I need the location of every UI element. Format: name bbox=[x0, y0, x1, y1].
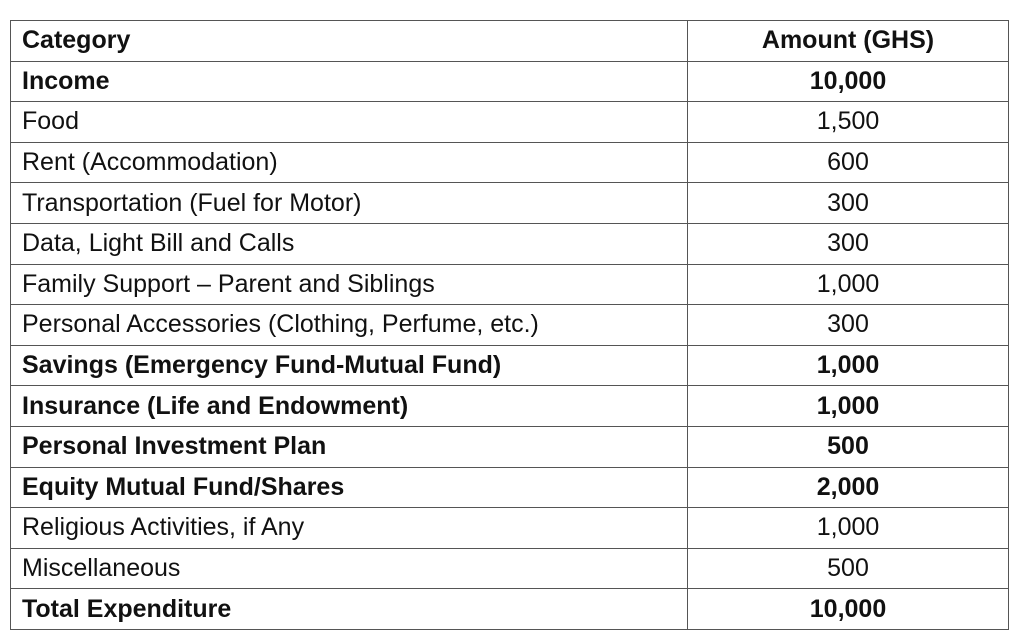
row: Data, Light Bill and Calls 300 bbox=[10, 222, 1009, 265]
category-cell: Transportation (Fuel for Motor) bbox=[10, 182, 688, 224]
category-cell: Personal Investment Plan bbox=[10, 425, 688, 468]
category-cell: Religious Activities, if Any bbox=[10, 507, 688, 549]
row: Religious Activities, if Any 1,000 bbox=[10, 507, 1009, 549]
category-cell: Rent (Accommodation) bbox=[10, 141, 688, 184]
amount-cell: 500 bbox=[687, 547, 1009, 590]
amount-cell: 300 bbox=[687, 222, 1009, 265]
category-cell: Savings (Emergency Fund-Mutual Fund) bbox=[10, 344, 688, 387]
row: Transportation (Fuel for Motor) 300 bbox=[10, 182, 1009, 224]
amount-cell: 300 bbox=[687, 182, 1009, 224]
budget-table: Category Amount (GHS) Income 10,000 Food 1… bbox=[10, 20, 1009, 630]
row: Insurance (Life and Endowment) 1,000 bbox=[10, 385, 1009, 427]
category-cell: Insurance (Life and Endowment) bbox=[10, 385, 688, 427]
row: Savings (Emergency Fund-Mutual Fund) 1,00… bbox=[10, 344, 1009, 387]
category-cell: Data, Light Bill and Calls bbox=[10, 222, 688, 265]
row: Personal Accessories (Clothing, Perfume,… bbox=[10, 304, 1009, 346]
amount-cell: 10,000 bbox=[687, 588, 1009, 630]
amount-cell: 2,000 bbox=[687, 466, 1009, 509]
row: Miscellaneous 500 bbox=[10, 547, 1009, 590]
category-cell: Income bbox=[10, 60, 688, 103]
category-cell: Miscellaneous bbox=[10, 547, 688, 590]
amount-cell: 300 bbox=[687, 304, 1009, 346]
row: Family Support – Parent and Siblings 1,00… bbox=[10, 263, 1009, 306]
header-row: Category Amount (GHS) bbox=[10, 20, 1009, 62]
row: Income 10,000 bbox=[10, 60, 1009, 103]
header-cell: Amount (GHS) bbox=[687, 20, 1009, 62]
amount-cell: 10,000 bbox=[687, 60, 1009, 103]
row: Equity Mutual Fund/Shares 2,000 bbox=[10, 466, 1009, 509]
row: Total Expenditure 10,000 bbox=[10, 588, 1009, 630]
category-cell: Personal Accessories (Clothing, Perfume,… bbox=[10, 304, 688, 346]
header-cell: Category bbox=[10, 20, 688, 62]
row: Food 1,500 bbox=[10, 101, 1009, 143]
category-cell: Total Expenditure bbox=[10, 588, 688, 630]
amount-cell: 1,000 bbox=[687, 344, 1009, 387]
category-cell: Family Support – Parent and Siblings bbox=[10, 263, 688, 306]
amount-cell: 1,000 bbox=[687, 263, 1009, 306]
row: Personal Investment Plan 500 bbox=[10, 425, 1009, 468]
amount-cell: 500 bbox=[687, 425, 1009, 468]
category-cell: Food bbox=[10, 101, 688, 143]
amount-cell: 1,500 bbox=[687, 101, 1009, 143]
amount-cell: 1,000 bbox=[687, 507, 1009, 549]
category-cell: Equity Mutual Fund/Shares bbox=[10, 466, 688, 509]
row: Rent (Accommodation) 600 bbox=[10, 141, 1009, 184]
amount-cell: 1,000 bbox=[687, 385, 1009, 427]
amount-cell: 600 bbox=[687, 141, 1009, 184]
